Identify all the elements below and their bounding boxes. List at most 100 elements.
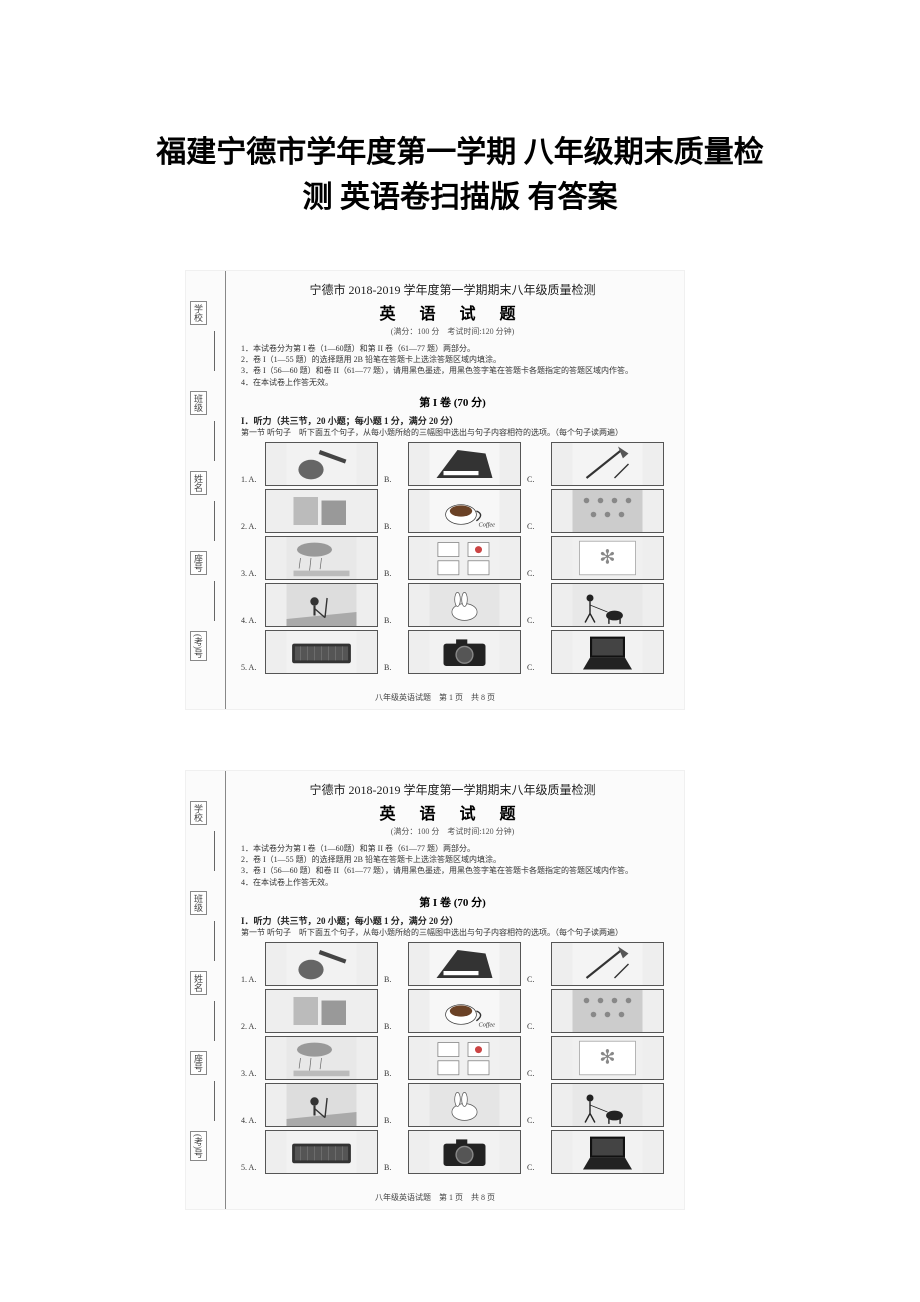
choice-image [265,989,378,1033]
exam-content: 宁德市 2018-2019 学年度第一学期期末八年级质量检测英 语 试 题 (满分… [241,781,664,1174]
choice-image [265,1130,378,1174]
choice-label: B. [384,1163,402,1174]
choice-image [408,536,521,580]
choice-image [551,583,664,627]
choice-image [551,1130,664,1174]
side-tab: (考)号 [190,631,207,661]
svg-text:Coffee: Coffee [479,1021,496,1028]
choice-label: C. [527,569,545,580]
choice-image [265,583,378,627]
exam-instructions: 1．本试卷分为第 I 卷（1—60题）和第 II 卷（61—77 题）两部分。2… [241,343,664,388]
side-tab: (考)号 [190,1131,207,1161]
choice-label: 1. A. [241,975,259,986]
choice-image [408,1036,521,1080]
side-line [214,831,215,871]
choice-image [551,489,664,533]
exam-subtitle: 英 语 试 题 [241,300,664,324]
choice-image [265,942,378,986]
instruction-line: 4．在本试卷上作答无效。 [241,877,664,888]
side-line [214,331,215,371]
choice-image [265,1083,378,1127]
side-tab: 班级 [190,891,207,915]
choice-image [265,630,378,674]
choice-label: C. [527,1069,545,1080]
choice-label: B. [384,1069,402,1080]
choice-image [551,442,664,486]
side-line [214,501,215,541]
exam-meta: (满分：100 分 考试时间:120 分钟) [241,826,664,837]
choice-label: C. [527,1022,545,1033]
exam-subtitle: 英 语 试 题 [241,800,664,824]
side-tab: 姓名 [190,471,207,495]
choice-image [265,489,378,533]
part-description: 第一节 听句子 听下面五个句子，从每小题所给的三幅图中选出与句子内容相符的选项。… [241,927,664,938]
instruction-line: 1．本试卷分为第 I 卷（1—60题）和第 II 卷（61—77 题）两部分。 [241,343,664,354]
choice-image [265,1036,378,1080]
section-header: 第 I 卷 (70 分) [241,894,664,910]
choice-label: B. [384,616,402,627]
page-title: 福建宁德市学年度第一学期 八年级期末质量检 测 英语卷扫描版 有答案 [0,130,920,220]
choice-image: Coffee [408,989,521,1033]
choice-image [408,583,521,627]
binding-margin: 学校班级姓名座号 (考)号 [186,271,226,709]
choice-label: B. [384,1022,402,1033]
choice-image: ✻ [551,536,664,580]
svg-text:✻: ✻ [599,1047,615,1068]
choice-label: B. [384,475,402,486]
exam-instructions: 1．本试卷分为第 I 卷（1—60题）和第 II 卷（61—77 题）两部分。2… [241,843,664,888]
instruction-line: 1．本试卷分为第 I 卷（1—60题）和第 II 卷（61—77 题）两部分。 [241,843,664,854]
choice-label: 5. A. [241,1163,259,1174]
image-choice-grid: 1. A. B. C. 2. A. B. Coffee C. 3. A. B. C. ✻ 4. A. B… [241,942,664,1174]
choice-image [265,442,378,486]
choice-image [408,1083,521,1127]
choice-label: 5. A. [241,663,259,674]
choice-label: 1. A. [241,475,259,486]
instruction-line: 3．卷 I（56—60 题）和卷 II（61—77 题），请用黑色墨迹，用黑色签… [241,365,664,376]
choice-image: Coffee [408,489,521,533]
instruction-line: 3．卷 I（56—60 题）和卷 II（61—77 题），请用黑色墨迹，用黑色签… [241,865,664,876]
choice-image [551,630,664,674]
title-line-2: 测 英语卷扫描版 有答案 [0,175,920,220]
exam-content: 宁德市 2018-2019 学年度第一学期期末八年级质量检测英 语 试 题 (满分… [241,281,664,674]
side-line [214,581,215,621]
choice-image [408,942,521,986]
exam-header: 宁德市 2018-2019 学年度第一学期期末八年级质量检测 [241,281,664,298]
side-tab: 姓名 [190,971,207,995]
choice-label: C. [527,663,545,674]
title-line-1: 福建宁德市学年度第一学期 八年级期末质量检 [0,130,920,175]
choice-label: C. [527,475,545,486]
exam-meta: (满分：100 分 考试时间:120 分钟) [241,326,664,337]
section-header: 第 I 卷 (70 分) [241,394,664,410]
choice-label: B. [384,975,402,986]
instruction-line: 2．卷 I（1—55 题）的选择题用 2B 铅笔在答题卡上选涂答题区域内填涂。 [241,354,664,365]
choice-image [408,1130,521,1174]
part-label: I．听力（共三节，20 小题；每小题 1 分，满分 20 分） [241,414,664,427]
side-line [214,1001,215,1041]
choice-label: 4. A. [241,616,259,627]
choice-label: C. [527,616,545,627]
page-footer: 八年级英语试题 第 1 页 共 8 页 [186,1192,684,1203]
part-label: I．听力（共三节，20 小题；每小题 1 分，满分 20 分） [241,914,664,927]
choice-label: B. [384,569,402,580]
choice-image [551,989,664,1033]
choice-label: 4. A. [241,1116,259,1127]
side-line [214,421,215,461]
choice-label: C. [527,1163,545,1174]
choice-label: B. [384,663,402,674]
choice-image [408,442,521,486]
side-tab: 座号 [190,551,207,575]
instruction-line: 4．在本试卷上作答无效。 [241,377,664,388]
part-description: 第一节 听句子 听下面五个句子，从每小题所给的三幅图中选出与句子内容相符的选项。… [241,427,664,438]
choice-label: 2. A. [241,1022,259,1033]
choice-image [551,1083,664,1127]
exam-header: 宁德市 2018-2019 学年度第一学期期末八年级质量检测 [241,781,664,798]
side-tab: 学校 [190,301,207,325]
svg-text:✻: ✻ [599,547,615,568]
side-tab: 座号 [190,1051,207,1075]
side-tab: 学校 [190,801,207,825]
side-tab: 班级 [190,391,207,415]
choice-image [265,536,378,580]
choice-label: 3. A. [241,1069,259,1080]
choice-label: B. [384,1116,402,1127]
choice-image: ✻ [551,1036,664,1080]
